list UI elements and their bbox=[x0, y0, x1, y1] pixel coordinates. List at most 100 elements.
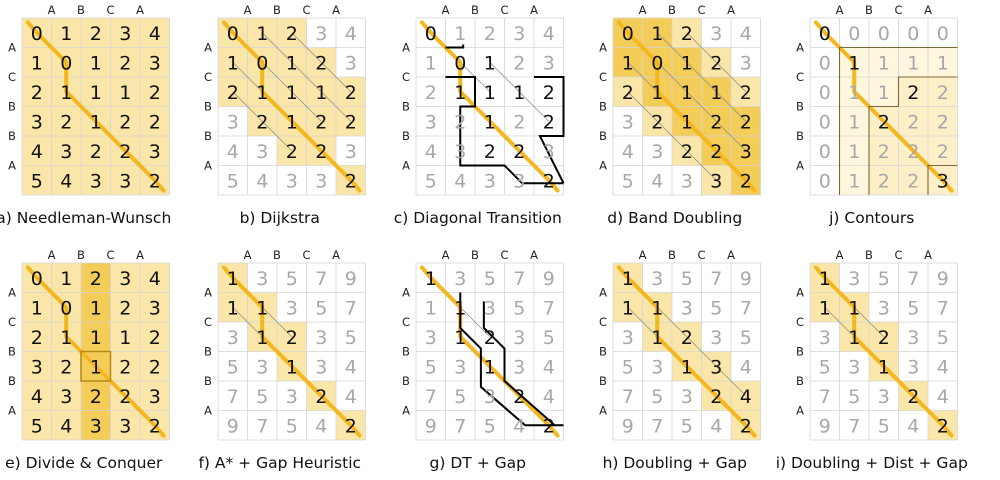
cell-value: 3 bbox=[937, 170, 949, 192]
diagonal-edge bbox=[232, 91, 263, 122]
column-header: C bbox=[106, 248, 114, 262]
cell-value: 2 bbox=[681, 141, 693, 163]
cell-value: 3 bbox=[149, 297, 161, 319]
cell-value: 3 bbox=[119, 415, 131, 437]
cell-value: 4 bbox=[937, 386, 949, 408]
column-header: A bbox=[924, 3, 932, 17]
cell-value: 4 bbox=[543, 23, 555, 45]
cell-value: 2 bbox=[149, 170, 161, 192]
front-boundary bbox=[445, 44, 565, 185]
cell-value: 4 bbox=[543, 386, 555, 408]
diagonal-edge bbox=[519, 91, 549, 122]
column-header: B bbox=[865, 3, 873, 17]
cell-value: 3 bbox=[651, 268, 663, 290]
cell-fill bbox=[81, 165, 111, 195]
row-header: B bbox=[8, 345, 16, 359]
cell-value: 7 bbox=[454, 415, 466, 437]
contour-line bbox=[838, 46, 958, 195]
row-header: C bbox=[599, 70, 607, 84]
column-header: C bbox=[302, 3, 310, 17]
cell-fill bbox=[81, 18, 111, 48]
row-header: B bbox=[599, 374, 607, 388]
cell-value: 7 bbox=[543, 297, 555, 319]
cell-value: 4 bbox=[256, 170, 268, 192]
cell-value: 0 bbox=[651, 52, 663, 74]
front-boundary bbox=[459, 292, 564, 427]
diagonal-edge bbox=[686, 32, 717, 63]
cell-value: 3 bbox=[907, 356, 919, 378]
cell-value: 0 bbox=[60, 297, 72, 319]
cell-value: 3 bbox=[622, 111, 634, 133]
cell-value: 3 bbox=[878, 386, 890, 408]
cell-value: 0 bbox=[31, 268, 43, 290]
alignment-path bbox=[813, 265, 954, 438]
cell-value: 0 bbox=[907, 23, 919, 45]
cell-value: 1 bbox=[454, 297, 466, 319]
cell-value: 3 bbox=[513, 170, 525, 192]
cell-value: 3 bbox=[740, 52, 752, 74]
cell-value: 3 bbox=[454, 268, 466, 290]
cell-value: 2 bbox=[937, 111, 949, 133]
row-header: A bbox=[8, 286, 16, 300]
cell-fill bbox=[140, 351, 170, 381]
cell-fill bbox=[81, 322, 111, 352]
cell-value: 7 bbox=[848, 415, 860, 437]
cell-fill bbox=[81, 292, 111, 322]
cell-value: 9 bbox=[227, 415, 239, 437]
cell-value: 4 bbox=[740, 386, 752, 408]
cell-fill bbox=[51, 18, 81, 48]
cell-value: 1 bbox=[425, 268, 437, 290]
cell-value: 2 bbox=[484, 23, 496, 45]
cell-fill bbox=[898, 77, 928, 107]
cell-fill bbox=[22, 410, 52, 440]
row-header: A bbox=[204, 41, 212, 55]
cell-value: 3 bbox=[315, 356, 327, 378]
cell-value: 7 bbox=[937, 297, 949, 319]
cell-value: 4 bbox=[425, 141, 437, 163]
column-header: C bbox=[697, 248, 705, 262]
cell-value: 2 bbox=[907, 386, 919, 408]
cell-value: 2 bbox=[937, 82, 949, 104]
row-header: B bbox=[402, 345, 410, 359]
cell-value: 3 bbox=[286, 386, 298, 408]
row-header: C bbox=[8, 70, 16, 84]
row-header: B bbox=[599, 129, 607, 143]
cell-value: 1 bbox=[819, 297, 831, 319]
cell-value: 1 bbox=[651, 297, 663, 319]
row-header: C bbox=[796, 315, 804, 329]
cell-value: 3 bbox=[227, 111, 239, 133]
column-header: A bbox=[332, 248, 340, 262]
cell-value: 2 bbox=[227, 82, 239, 104]
cell-value: 1 bbox=[256, 327, 268, 349]
cell-fill bbox=[110, 165, 140, 195]
cell-value: 2 bbox=[740, 415, 752, 437]
cell-value: 3 bbox=[119, 23, 131, 45]
cell-value: 1 bbox=[119, 82, 131, 104]
cell-fill bbox=[110, 292, 140, 322]
cell-fill bbox=[22, 106, 52, 136]
cell-value: 0 bbox=[227, 23, 239, 45]
cell-value: 9 bbox=[425, 415, 437, 437]
diagonal-edge bbox=[232, 307, 263, 337]
diagonal-edge bbox=[321, 91, 351, 122]
cell-value: 2 bbox=[345, 415, 357, 437]
cell-value: 3 bbox=[651, 356, 663, 378]
diagonal-edge bbox=[657, 307, 687, 337]
cell-value: 2 bbox=[740, 170, 752, 192]
cell-value: 1 bbox=[60, 23, 72, 45]
cell-value: 4 bbox=[937, 356, 949, 378]
cell-fill bbox=[22, 322, 52, 352]
cell-value: 2 bbox=[286, 327, 298, 349]
column-header: A bbox=[442, 248, 450, 262]
cell-value: 3 bbox=[651, 141, 663, 163]
cell-value: 5 bbox=[819, 356, 831, 378]
cell-value: 3 bbox=[819, 327, 831, 349]
cell-value: 1 bbox=[227, 297, 239, 319]
cell-fill bbox=[51, 263, 81, 293]
cell-value: 2 bbox=[315, 111, 327, 133]
cell-value: 5 bbox=[622, 170, 634, 192]
cell-value: 2 bbox=[149, 356, 161, 378]
cell-fill bbox=[81, 47, 111, 77]
cell-value: 2 bbox=[345, 170, 357, 192]
